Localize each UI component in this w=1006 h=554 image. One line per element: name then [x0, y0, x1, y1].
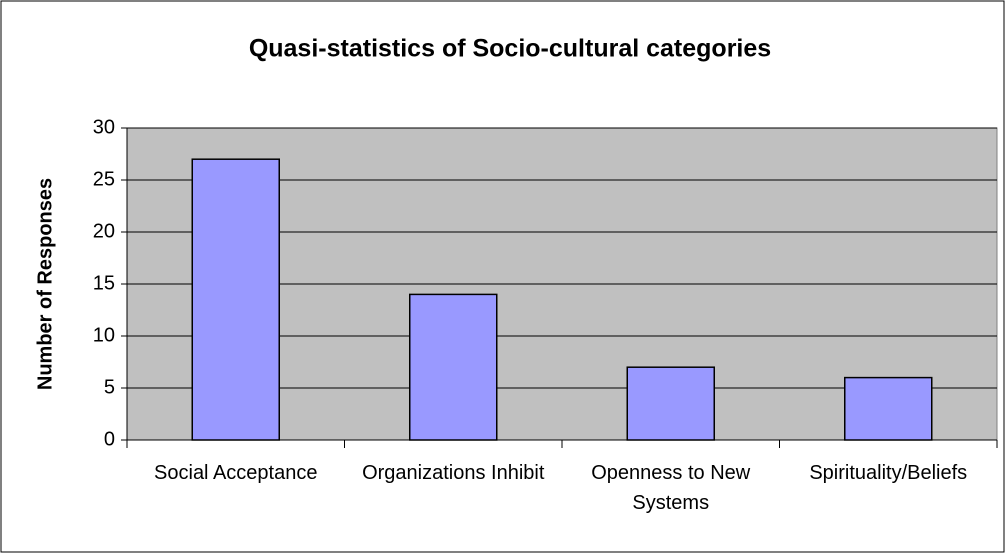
x-tick-label: Spirituality/Beliefs — [809, 462, 968, 484]
bar — [844, 376, 933, 441]
x-tick-label: Social Acceptance — [154, 462, 318, 484]
y-tick-label: 0 — [104, 428, 115, 450]
y-tick-label: 15 — [93, 272, 115, 294]
y-tick-label: 25 — [93, 168, 115, 190]
chart-title: Quasi-statistics of Socio-cultural categ… — [249, 35, 771, 63]
bar — [409, 293, 498, 441]
y-axis-label: Number of Responses — [34, 178, 56, 390]
bar — [626, 366, 715, 441]
y-tick-label: 30 — [93, 116, 115, 138]
bar — [191, 158, 280, 441]
y-tick-label: 20 — [93, 220, 115, 242]
y-tick-label: 5 — [104, 376, 115, 398]
x-tick-label: Organizations Inhibit — [362, 462, 545, 484]
x-tick-label: Openness to New Systems — [591, 462, 751, 514]
y-tick-label: 10 — [93, 324, 115, 346]
